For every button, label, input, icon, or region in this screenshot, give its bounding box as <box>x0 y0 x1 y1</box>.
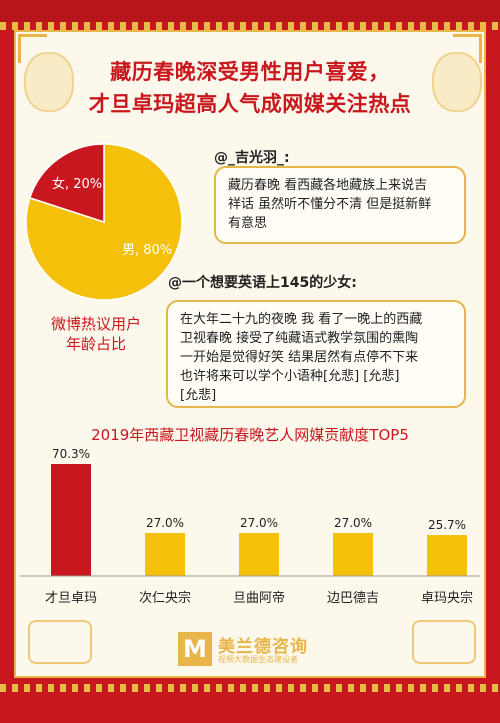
comment-1-line: 藏历春晚 看西藏各地藏族上来说吉 <box>228 178 428 193</box>
lantern-decoration <box>432 52 482 112</box>
bar-value-label: 27.0% <box>240 516 278 530</box>
logo-subtitle: 视频大数据生态建设者 <box>218 655 298 664</box>
corner-ornament <box>18 34 47 63</box>
bottom-pattern-strip <box>0 684 500 692</box>
comment-2-line: 也许将来可以学个小语种[允悲] [允悲] <box>180 369 400 384</box>
comment-1-line: 祥话 虽然听不懂分不清 但是挺新鲜 <box>228 197 432 212</box>
bar-category-label: 卓玛央宗 <box>421 590 473 606</box>
bar-value-label: 27.0% <box>146 516 184 530</box>
bar-category-label: 次仁央宗 <box>139 590 191 606</box>
pie-label-male: 男, 80% <box>122 243 172 258</box>
headline-line-2: 才旦卓玛超高人气成网媒关注热点 <box>88 92 412 116</box>
pie-caption-line-1: 微博热议用户 <box>50 315 141 333</box>
comment-bubble-2: 在大年二十九的夜晚 我 看了一晚上的西藏 卫视春晚 接受了纯藏语式教学氛围的熏陶… <box>166 300 466 408</box>
comment-2-line: [允悲] <box>180 388 217 403</box>
comment-bubble-1: 藏历春晚 看西藏各地藏族上来说吉 祥话 虽然听不懂分不清 但是挺新鲜 有意思 <box>214 166 466 244</box>
bar-value-label: 27.0% <box>334 516 372 530</box>
lantern-decoration <box>24 52 74 112</box>
top5-bar-chart: 70.3% 才旦卓玛 27.0% 次仁央宗 27.0% 旦曲阿帝 27.0% 边巴德吉 25.7… <box>20 447 480 606</box>
top-pattern-strip <box>0 22 500 30</box>
pie-caption: 微博热议用户 年龄占比 <box>26 314 166 354</box>
pie-label-female: 女, 20% <box>52 176 102 192</box>
comment-1-line: 有意思 <box>228 216 268 231</box>
comment-2-line: 在大年二十九的夜晚 我 看了一晚上的西藏 <box>180 312 423 327</box>
bar-2 <box>145 532 185 576</box>
corner-ornament <box>453 34 482 63</box>
bar-category-label: 才旦卓玛 <box>45 591 97 606</box>
pie-caption-line-2: 年龄占比 <box>65 335 126 353</box>
brand-logo: M 美兰德咨询 视频大数据生态建设者 <box>178 632 328 668</box>
bar-1 <box>51 464 91 576</box>
comment-2-line: 卫视春晚 接受了纯藏语式教学氛围的熏陶 <box>180 331 419 346</box>
bar-3 <box>239 532 279 576</box>
bar-value-label: 70.3% <box>52 447 90 461</box>
pig-decoration <box>28 620 92 664</box>
gender-pie-chart: 女, 20% 男, 80% <box>25 143 183 301</box>
headline-line-1: 藏历春晚深受男性用户喜爱， <box>110 60 390 84</box>
bar-value-label: 25.7% <box>428 518 466 532</box>
pig-decoration <box>412 620 476 664</box>
comment-user-2: @一个想要英语上145的少女: <box>168 275 357 291</box>
bar-chart-title: 2019年西藏卫视藏历春晚艺人网媒贡献度TOP5 <box>91 426 409 444</box>
bar-4 <box>333 532 373 576</box>
bar-category-label: 边巴德吉 <box>327 591 379 606</box>
pie-slice-female <box>28 143 105 224</box>
logo-mark: M <box>178 632 212 666</box>
comment-user-1: @_吉光羽_: <box>214 150 290 166</box>
logo-name: 美兰德咨询 <box>218 637 308 657</box>
bar-category-label: 旦曲阿帝 <box>233 590 285 606</box>
comment-2-line: 一开始是觉得好笑 结果居然有点停不下来 <box>180 350 419 365</box>
bar-5 <box>427 535 467 576</box>
